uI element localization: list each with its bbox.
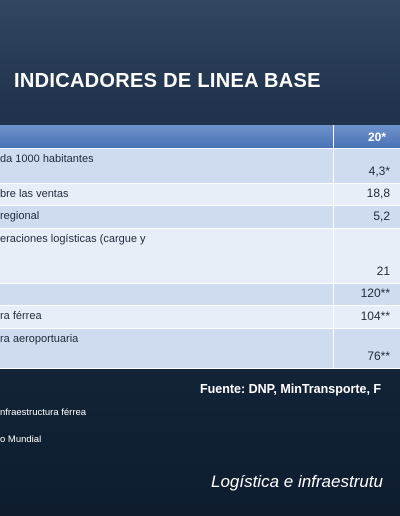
table: 20* da 1000 habitantes 4,3* bre las ventas… [0, 125, 400, 369]
header-value: 20* [367, 130, 386, 144]
row-label: da 1000 habitantes [0, 153, 94, 165]
table-row: da 1000 habitantes 4,3* [0, 149, 400, 184]
footer: Logística e infraestrutu [211, 472, 383, 491]
row-value: 76** [367, 349, 390, 363]
note: nfraestructura férrea [0, 407, 87, 418]
row-value: 4,3* [368, 164, 390, 178]
label-cell: ra aeroportuaria [0, 329, 334, 368]
label-cell: ra férrea [0, 306, 334, 328]
table-row: eraciones logísticas (cargue y 21 [0, 229, 400, 284]
row-value: 5,2 [373, 209, 390, 223]
label-cell: da 1000 habitantes [0, 149, 334, 183]
label-cell: bre las ventas [0, 184, 334, 205]
row-value: 104** [360, 309, 390, 323]
table-row: ra aeroportuaria 76** [0, 329, 400, 369]
label-cell: regional [0, 206, 334, 228]
row-label: eraciones logísticas (cargue y [0, 233, 146, 245]
label-cell [0, 284, 334, 305]
table-header: 20* [0, 125, 400, 149]
table-row: regional 5,2 [0, 206, 400, 229]
label-cell: eraciones logísticas (cargue y [0, 229, 334, 283]
row-value: 120** [360, 286, 390, 300]
table-row: ra férrea 104** [0, 306, 400, 329]
row-label: regional [0, 210, 40, 222]
row-label: ra aeroportuaria [0, 333, 79, 345]
row-value: 18,8 [366, 186, 390, 200]
table-row: bre las ventas 18,8 [0, 184, 400, 206]
slide-title: INDICADORES DE LINEA BASE [14, 70, 321, 92]
row-value: 21 [376, 264, 390, 278]
source: Fuente: DNP, MinTransporte, F [200, 382, 382, 396]
note: o Mundial [0, 434, 42, 445]
row-label: ra férrea [0, 310, 42, 322]
header-cell [0, 125, 334, 148]
table-row: 120** [0, 284, 400, 306]
row-label: bre las ventas [0, 188, 69, 200]
